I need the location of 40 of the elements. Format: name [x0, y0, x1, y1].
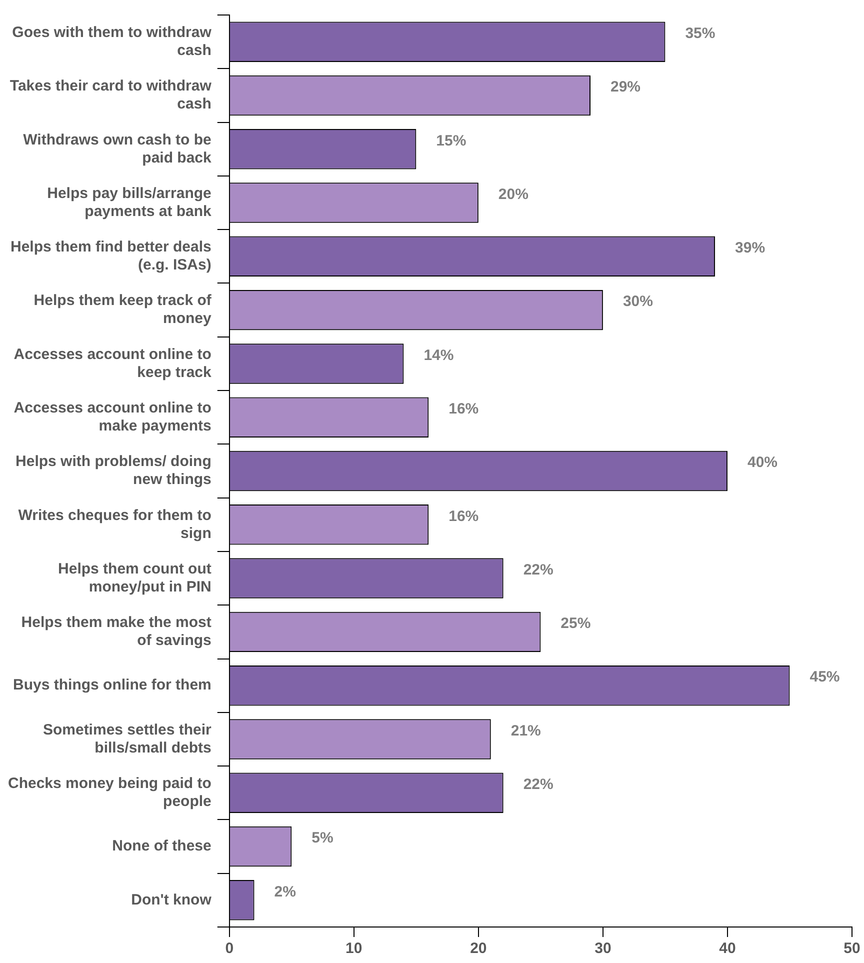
- data-label: 21%: [510, 722, 541, 740]
- data-label: 40%: [747, 454, 778, 472]
- data-label: 35%: [685, 24, 716, 42]
- y-tick-label: Helps them make the most of savings: [21, 614, 212, 650]
- y-tick-label: Helps them keep track of money: [34, 292, 212, 328]
- x-tick-label: 10: [346, 940, 362, 958]
- y-tick-label: Helps pay bills/arrange payments at bank: [47, 184, 212, 220]
- data-label: 22%: [523, 561, 554, 578]
- y-tick-label: Helps with problems/ doing new things: [16, 453, 212, 488]
- data-label: 14%: [424, 346, 454, 364]
- data-label: 29%: [610, 78, 641, 96]
- data-label: 2%: [274, 883, 296, 900]
- data-label: 16%: [448, 400, 479, 418]
- data-label: 30%: [622, 293, 653, 310]
- x-tick-label: 20: [470, 940, 487, 958]
- data-label: 25%: [560, 615, 591, 632]
- y-tick-label: Takes their card to withdraw cash: [10, 78, 212, 113]
- y-tick-label: Don't know: [131, 891, 212, 908]
- y-tick-label: Helps them count out money/put in PIN: [58, 560, 212, 596]
- y-tick-label: Accesses account online to make payments: [14, 399, 212, 434]
- data-label: 5%: [312, 830, 334, 847]
- y-tick-label: Writes cheques for them to sign: [18, 506, 212, 542]
- y-tick-label: Goes with them to withdraw cash: [12, 24, 212, 59]
- data-label: 20%: [498, 186, 528, 203]
- data-label: 16%: [448, 508, 479, 525]
- data-label: 22%: [523, 776, 554, 794]
- y-tick-label: Buys things online for them: [13, 676, 212, 694]
- y-tick-label: Accesses account online to keep track: [14, 346, 212, 381]
- y-tick-label: Withdraws own cash to be paid back: [23, 131, 212, 166]
- y-tick-label: Helps them find better deals (e.g. ISAs): [10, 238, 212, 274]
- data-label: 45%: [810, 668, 840, 686]
- x-tick-label: 0: [225, 940, 234, 958]
- y-tick-label: None of these: [112, 838, 212, 855]
- y-tick-label: Checks money being paid to people: [8, 775, 212, 810]
- data-label: 15%: [436, 132, 466, 150]
- x-tick-label: 30: [594, 940, 612, 958]
- x-tick-label: 40: [719, 940, 736, 958]
- x-tick-label: 50: [844, 940, 860, 958]
- data-label: 39%: [735, 240, 766, 257]
- y-tick-label: Sometimes settles their bills/small debts: [42, 721, 212, 756]
